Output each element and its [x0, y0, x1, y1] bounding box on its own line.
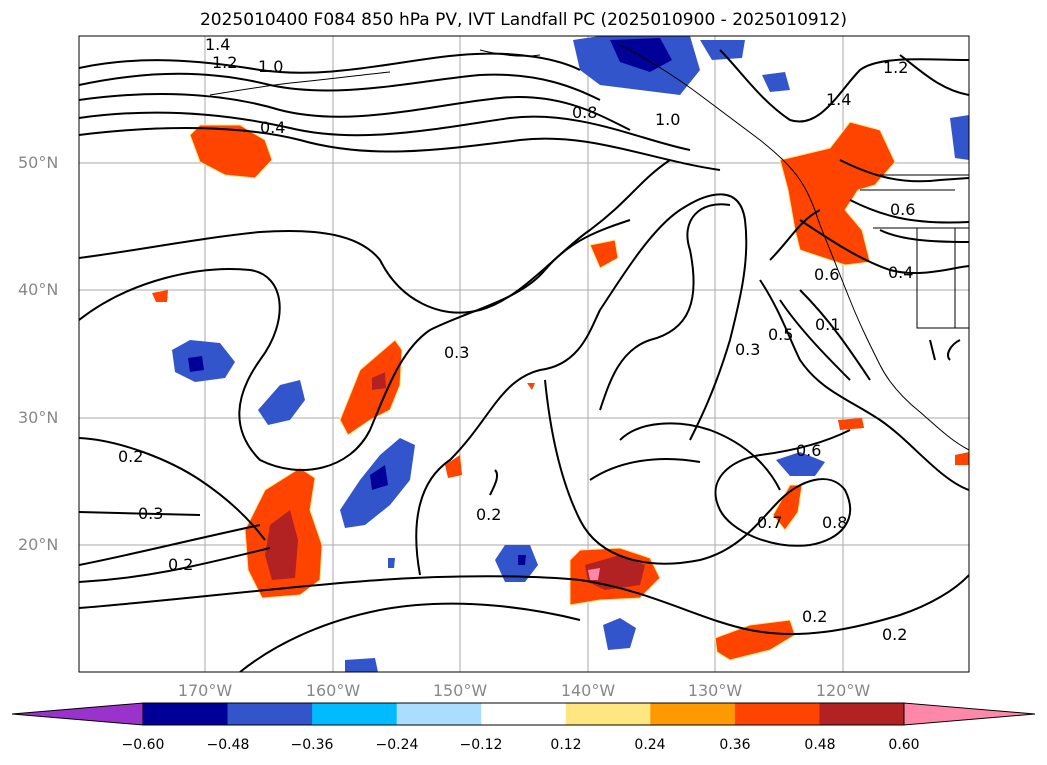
colorbar-segment: [565, 703, 651, 725]
lon-label: 120°W: [815, 681, 871, 700]
pv-contours: [79, 49, 969, 672]
contour-label: 0.2: [168, 555, 193, 574]
contour-label: 1.4: [205, 35, 230, 54]
lon-label: 170°W: [177, 681, 233, 700]
contour-label: 0.6: [890, 200, 915, 219]
contour-label: 1.2: [212, 53, 237, 72]
contour-label: 0.6: [814, 265, 839, 284]
colorbar-tick: −0.12: [459, 737, 503, 753]
contour-label: 0.5: [768, 325, 793, 344]
contour-label: 0.2: [882, 625, 907, 644]
contour-label: 0.3: [735, 340, 760, 359]
colorbar-segment: [650, 703, 736, 725]
colorbar-tick: 0.24: [634, 737, 666, 753]
contour-label: 0.8: [822, 513, 847, 532]
colorbar-extend-high: [903, 702, 1036, 726]
contour-labels: 1.4 1.2 1.0 0.4 0.8 1.0 1.4 1.2 0.6 0.4 …: [118, 35, 915, 644]
map-plot: 1.4 1.2 1.0 0.4 0.8 1.0 1.4 1.2 0.6 0.4 …: [78, 35, 970, 673]
colorbar-segment: [143, 703, 229, 725]
contour-label: 0.3: [444, 343, 469, 362]
lon-label: 150°W: [432, 681, 488, 700]
colorbar: [11, 702, 1036, 726]
contour-label: 0.4: [260, 118, 285, 137]
colorbar-segment: [396, 703, 482, 725]
lon-label: 130°W: [687, 681, 743, 700]
colorbar-tick: −0.24: [375, 737, 419, 753]
contour-label: 1.0: [258, 57, 283, 76]
contour-label: 0.7: [757, 513, 782, 532]
lat-label: 40°N: [18, 280, 59, 299]
lat-label: 30°N: [18, 408, 59, 427]
contour-label: 1.4: [826, 90, 851, 109]
colorbar-extend-low: [11, 702, 144, 726]
colorbar-tick: −0.60: [121, 737, 165, 753]
contour-label: 0.3: [138, 504, 163, 523]
colorbar-tick: 0.36: [719, 737, 751, 753]
colorbar-segment: [312, 703, 398, 725]
contour-label: 0.2: [802, 607, 827, 626]
contour-label: 0.2: [476, 505, 501, 524]
lon-label: 140°W: [560, 681, 616, 700]
colorbar-tick: 0.48: [804, 737, 836, 753]
contour-label: 0.1: [815, 315, 840, 334]
map-frame: [78, 35, 970, 673]
contour-label: 1.2: [883, 58, 908, 77]
colorbar-tick: 0.60: [888, 737, 920, 753]
colorbar-segment: [481, 703, 567, 725]
colorbar-segment: [227, 703, 313, 725]
colorbar-tick: −0.36: [290, 737, 334, 753]
contour-label: 0.2: [118, 447, 143, 466]
lon-label: 160°W: [305, 681, 361, 700]
contour-label: 0.4: [888, 263, 913, 282]
contour-label: 1.0: [655, 110, 680, 129]
coastlines: [209, 44, 969, 451]
contour-label: 0.8: [572, 103, 597, 122]
lat-label: 20°N: [18, 535, 59, 554]
colorbar-segment: [819, 703, 905, 725]
colorbar-tick: 0.12: [550, 737, 582, 753]
pv-shading: [152, 36, 969, 672]
colorbar-tick: −0.48: [206, 737, 250, 753]
lat-label: 50°N: [18, 153, 59, 172]
map-title: 2025010400 F084 850 hPa PV, IVT Landfall…: [199, 10, 847, 30]
contour-label: 0.6: [796, 441, 821, 460]
colorbar-segment: [734, 703, 820, 725]
